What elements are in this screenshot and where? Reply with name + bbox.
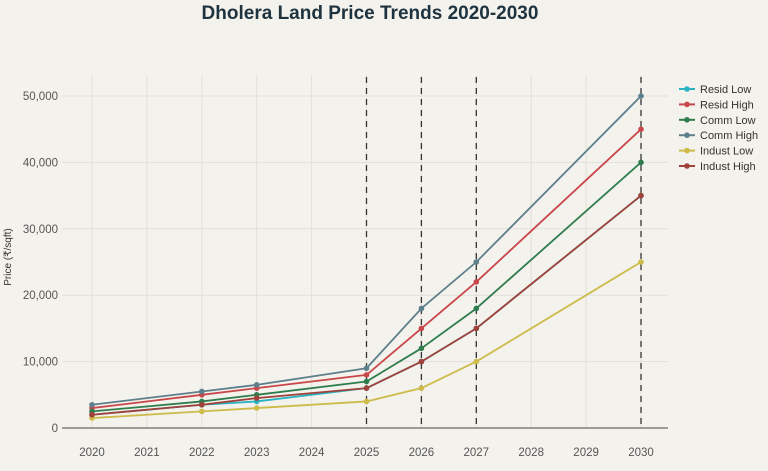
legend-label: Resid High — [700, 99, 754, 111]
legend-label: Comm Low — [700, 115, 756, 127]
x-tick-label: 2021 — [134, 447, 160, 459]
data-point — [363, 398, 370, 405]
reference-lines — [365, 77, 642, 428]
x-tick-label: 2025 — [354, 447, 380, 459]
data-point — [418, 385, 425, 391]
x-tick-label: 2030 — [628, 447, 654, 459]
y-tick-label: 20,000 — [23, 290, 58, 302]
data-point — [253, 405, 260, 411]
y-axis-label: Price (₹/sqft) — [3, 228, 14, 285]
legend-marker — [684, 86, 690, 92]
data-point — [253, 382, 260, 388]
y-tick-label: 10,000 — [23, 357, 58, 369]
data-point — [363, 378, 370, 385]
x-tick-label: 2024 — [299, 447, 325, 459]
x-tick-label: 2023 — [244, 447, 270, 459]
data-point — [89, 401, 95, 408]
data-point — [253, 395, 260, 401]
legend[interactable]: Resid Low Resid High Comm Low Comm High Indu… — [679, 84, 758, 173]
data-point — [199, 408, 205, 415]
data-point — [473, 305, 480, 312]
x-tick-label: 2029 — [573, 447, 599, 459]
legend-label: Resid Low — [700, 84, 751, 96]
y-tick-label: 0 — [52, 423, 58, 435]
data-point — [418, 358, 425, 365]
legend-item[interactable]: Resid Low — [679, 84, 751, 96]
y-tick-label: 40,000 — [23, 157, 58, 169]
legend-item[interactable]: Comm High — [679, 130, 758, 142]
legend-marker — [684, 132, 690, 138]
legend-marker — [684, 147, 690, 154]
legend-marker — [684, 117, 690, 123]
axes: 0 10,000 20,000 30,000 40,000 50,000 2020 2021 2… — [23, 91, 668, 459]
chart-title: Dholera Land Price Trends 2020-2030 — [202, 3, 539, 24]
x-tick-label: 2028 — [518, 447, 544, 459]
data-point — [89, 411, 95, 418]
data-point — [638, 159, 644, 166]
data-point — [638, 93, 644, 99]
x-tick-label: 2022 — [189, 447, 215, 459]
x-tick-label: 2027 — [464, 447, 490, 459]
data-point — [363, 385, 370, 391]
data-point — [638, 259, 644, 265]
x-tick-label: 2020 — [79, 447, 105, 459]
data-point — [638, 126, 644, 132]
legend-item[interactable]: Comm Low — [679, 115, 756, 127]
x-tick-label: 2026 — [409, 447, 435, 459]
data-point — [199, 401, 205, 408]
legend-item[interactable]: Resid High — [679, 99, 754, 111]
legend-label: Indust Low — [700, 146, 753, 158]
legend-marker — [684, 163, 690, 169]
data-point — [638, 192, 644, 199]
legend-label: Indust High — [700, 161, 756, 173]
data-point — [363, 365, 370, 372]
data-point — [473, 358, 480, 365]
y-tick-label: 30,000 — [23, 224, 58, 236]
legend-label: Comm High — [700, 130, 758, 142]
data-point — [473, 279, 480, 285]
data-point — [199, 388, 205, 395]
data-point — [418, 325, 425, 332]
legend-item[interactable]: Indust Low — [679, 146, 753, 158]
series-lines — [89, 93, 644, 421]
legend-item[interactable]: Indust High — [679, 161, 756, 173]
legend-marker — [684, 101, 690, 108]
y-tick-label: 50,000 — [23, 91, 58, 103]
data-point — [473, 259, 480, 265]
data-point — [363, 372, 370, 378]
data-point — [418, 305, 425, 312]
data-point — [473, 325, 480, 332]
data-point — [418, 345, 425, 352]
